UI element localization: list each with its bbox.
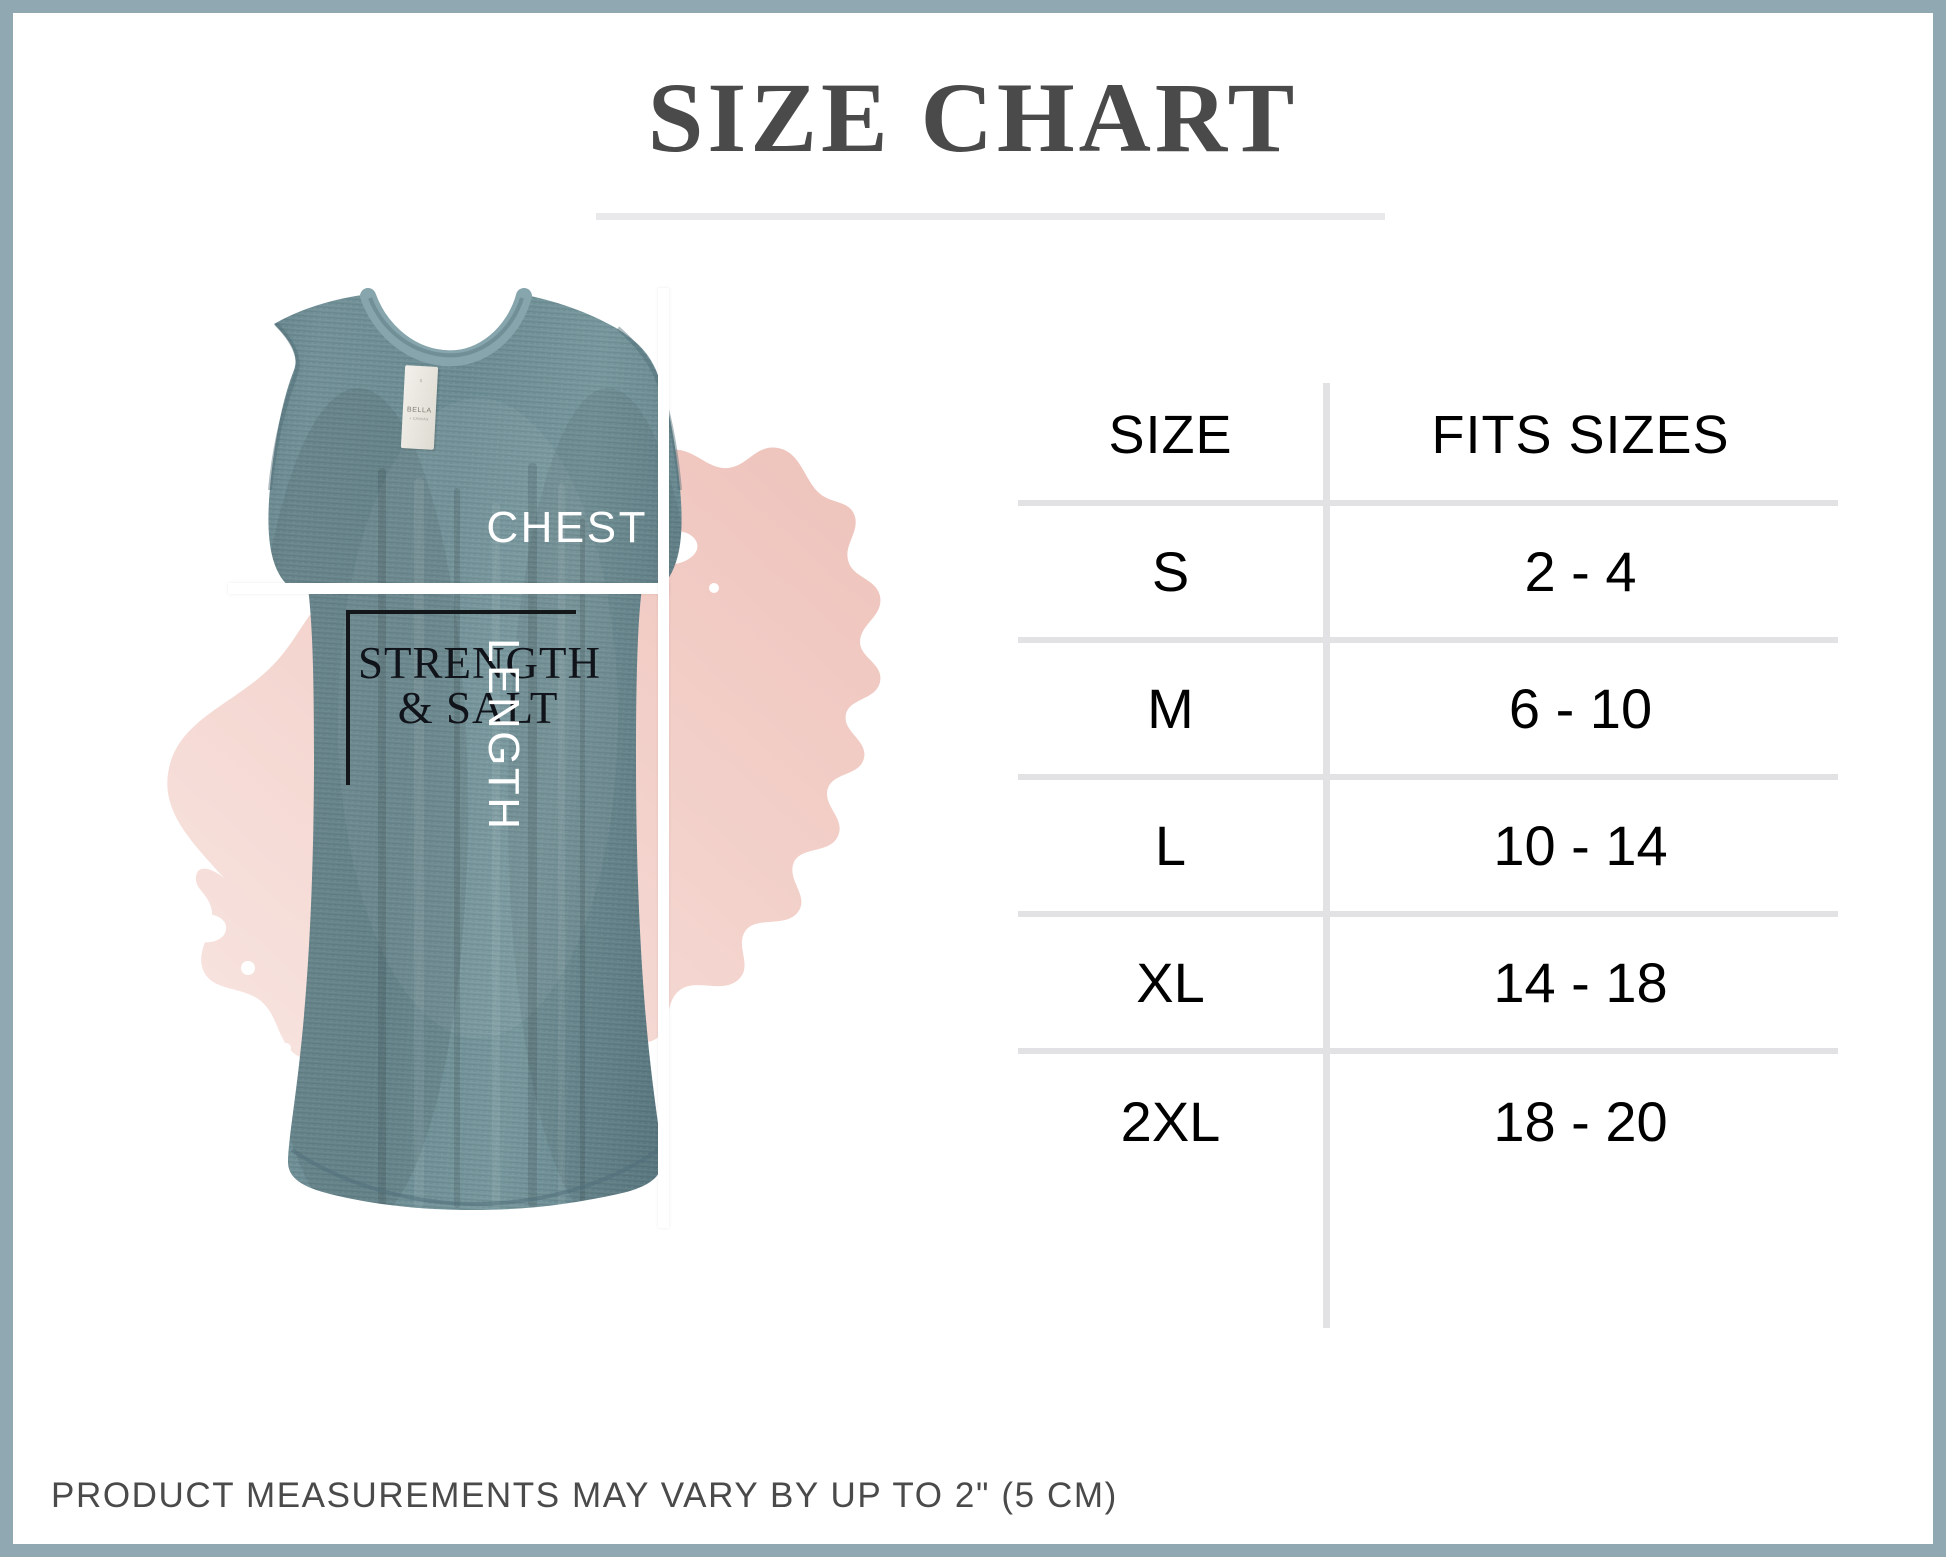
table-column-divider — [1323, 383, 1330, 1328]
size-table-wrapper: SIZE FITS SIZES S 2 - 4 M 6 - 10 L — [1018, 383, 1838, 1188]
table-row: XL 14 - 18 — [1018, 911, 1838, 1051]
cell-fits: 14 - 18 — [1323, 911, 1838, 1051]
cell-size: XL — [1018, 911, 1323, 1051]
size-chart-card: SIZE CHART — [13, 13, 1933, 1544]
page-title: SIZE CHART — [647, 62, 1299, 173]
brand-neck-tag: S BELLA + CANVAS — [400, 365, 439, 450]
title-divider — [596, 213, 1385, 220]
garment-illustration: S BELLA + CANVAS STRENGTH & SALT CHEST L… — [73, 288, 953, 1348]
size-table: SIZE FITS SIZES S 2 - 4 M 6 - 10 L — [1018, 383, 1838, 1188]
chest-guide-line — [228, 583, 669, 594]
length-label: LENGTH — [479, 638, 528, 832]
neck-tag-subbrand: + CANVAS — [409, 416, 429, 422]
tank-top-graphic: S BELLA + CANVAS STRENGTH & SALT CHEST L… — [228, 288, 728, 1288]
cell-size: 2XL — [1018, 1048, 1323, 1188]
cell-fits: 10 - 14 — [1323, 774, 1838, 914]
cell-size: L — [1018, 774, 1323, 914]
measurement-disclaimer: PRODUCT MEASUREMENTS MAY VARY BY UP TO 2… — [51, 1476, 1118, 1515]
logo-line-2: & SALT — [397, 683, 559, 733]
cell-fits: 2 - 4 — [1323, 500, 1838, 640]
table-header-row: SIZE FITS SIZES — [1018, 383, 1838, 503]
neck-tag-brand: BELLA — [406, 406, 432, 415]
cell-size: S — [1018, 500, 1323, 640]
shirt-print-logo-text: STRENGTH & SALT — [358, 638, 601, 733]
cell-fits: 18 - 20 — [1323, 1048, 1838, 1188]
table-row: M 6 - 10 — [1018, 637, 1838, 777]
shirt-print-logo: STRENGTH & SALT — [346, 610, 600, 785]
neck-tag-size: S — [419, 377, 423, 384]
chest-label: CHEST — [486, 503, 648, 552]
table-row: L 10 - 14 — [1018, 774, 1838, 914]
table-row: S 2 - 4 — [1018, 500, 1838, 640]
column-header-fits-sizes: FITS SIZES — [1431, 404, 1730, 465]
column-header-size: SIZE — [1108, 404, 1233, 465]
length-guide-line — [658, 288, 669, 1228]
cell-fits: 6 - 10 — [1323, 637, 1838, 777]
logo-line-1: STRENGTH — [358, 638, 601, 688]
cell-size: M — [1018, 637, 1323, 777]
table-row: 2XL 18 - 20 — [1018, 1048, 1838, 1188]
